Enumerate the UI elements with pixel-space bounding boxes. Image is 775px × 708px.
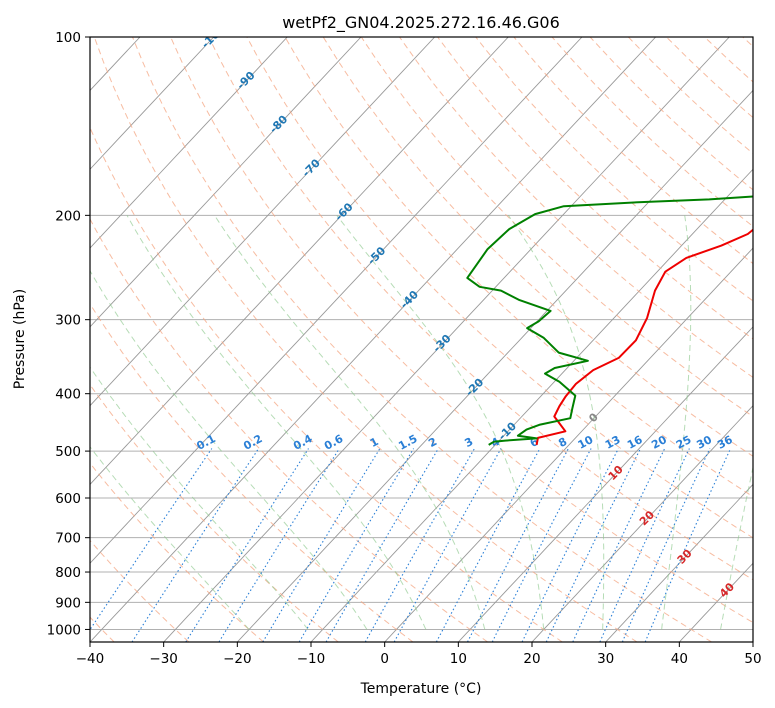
moist-adiabat xyxy=(90,366,309,630)
mixing-ratio-line xyxy=(599,448,690,642)
dry-adiabat xyxy=(246,37,753,539)
mixing-ratio-line xyxy=(325,448,439,642)
mixing-ratio-label: 16 xyxy=(625,433,645,452)
mixing-ratio-label: 36 xyxy=(715,433,735,452)
dry-adiabat xyxy=(90,539,190,642)
mixing-ratio-line xyxy=(90,448,213,631)
isotherm-line xyxy=(163,37,730,642)
mixing-ratio-label: 13 xyxy=(603,433,623,452)
y-tick-label: 700 xyxy=(55,531,81,547)
x-tick-label: −40 xyxy=(76,651,105,667)
x-tick-label: 50 xyxy=(744,651,761,667)
x-tick-label: −10 xyxy=(297,651,326,667)
y-tick-label: 500 xyxy=(55,444,81,460)
moist-adiabat xyxy=(336,214,545,630)
isotherm-line xyxy=(90,37,509,486)
moist-adiabat xyxy=(126,215,427,630)
moist-adiabat xyxy=(214,215,486,630)
dry-adiabat xyxy=(208,37,753,581)
dry-adiabat xyxy=(475,37,753,302)
mixing-ratio-label: 10 xyxy=(576,433,596,452)
moist-adiabat xyxy=(507,215,605,630)
isotherm-line xyxy=(605,483,753,642)
mixing-ratio-line xyxy=(298,448,415,642)
y-tick-label: 800 xyxy=(55,565,81,581)
dry-adiabat xyxy=(90,462,264,642)
y-tick-label: 100 xyxy=(55,30,81,46)
mixing-ratio-label: 20 xyxy=(649,433,669,452)
mixing-ratio-label: 30 xyxy=(694,433,714,452)
dry-adiabat xyxy=(170,37,753,624)
y-tick-label: 400 xyxy=(55,387,81,403)
mixing-ratio-line xyxy=(131,448,260,642)
x-tick-label: 40 xyxy=(671,651,688,667)
mixing-ratio-line xyxy=(262,448,381,642)
mixing-ratio-label: 25 xyxy=(674,433,694,452)
moist-adiabat xyxy=(90,269,368,630)
chart-title: wetPf2_GN04.2025.272.16.46.G06 xyxy=(282,13,560,33)
dry-adiabat xyxy=(90,217,488,642)
moist-adiabat xyxy=(661,215,692,630)
background-lines xyxy=(90,37,753,642)
isotherm-line xyxy=(90,37,436,407)
mixing-ratio-line xyxy=(435,448,541,642)
isotherm-line xyxy=(457,326,753,642)
y-axis: 100 200 300 400 500 600 700 800 900 1000 xyxy=(47,30,90,638)
x-axis: −40 −30 −20 −10 0 10 20 30 40 50 xyxy=(76,642,762,667)
isotherm-line xyxy=(384,247,753,642)
y-tick-label: 1000 xyxy=(47,622,81,638)
x-tick-label: 10 xyxy=(450,651,467,667)
x-tick-label: 0 xyxy=(380,651,389,667)
isotherm-line xyxy=(531,405,753,642)
isotherm-line xyxy=(90,37,583,564)
isotherm-line xyxy=(236,89,753,642)
dry-adiabat xyxy=(90,126,563,642)
plot-frame xyxy=(89,36,754,643)
y-tick-label: 900 xyxy=(55,595,81,611)
mixing-ratio-line xyxy=(185,448,309,642)
isotherm-line xyxy=(90,37,362,328)
dry-adiabat xyxy=(284,37,753,498)
y-tick-label: 600 xyxy=(55,491,81,507)
y-axis-label: Pressure (hPa) xyxy=(12,289,28,389)
x-tick-label: 30 xyxy=(597,651,614,667)
temperature-trace xyxy=(535,228,753,446)
y-tick-label: 300 xyxy=(55,313,81,329)
dry-adiabat xyxy=(437,37,753,340)
x-tick-label: −20 xyxy=(223,651,252,667)
y-tick-label: 200 xyxy=(55,208,81,224)
mixing-ratio-line xyxy=(491,448,592,642)
isotherm-line xyxy=(678,562,753,642)
moist-adiabat xyxy=(720,465,753,630)
isotherm-line xyxy=(90,37,657,642)
dry-adiabat xyxy=(132,37,712,642)
x-axis-label: Temperature (°C) xyxy=(360,681,482,697)
sounding-traces xyxy=(466,195,753,446)
mixing-ratio-line xyxy=(572,448,666,642)
dewpoint-trace xyxy=(466,195,753,446)
mixing-ratio-line xyxy=(218,448,340,642)
x-tick-label: 20 xyxy=(523,651,540,667)
x-tick-label: −30 xyxy=(149,651,178,667)
mixing-ratio-line xyxy=(467,448,569,642)
